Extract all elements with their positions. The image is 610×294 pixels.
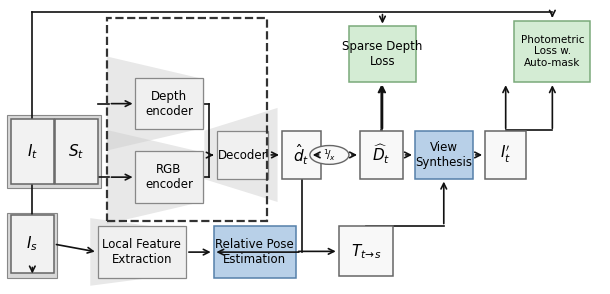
Text: $T_{t\!\to\!s}$: $T_{t\!\to\!s}$ xyxy=(351,242,381,261)
Bar xyxy=(217,131,268,179)
Bar xyxy=(135,151,203,203)
Polygon shape xyxy=(204,108,278,202)
Text: Local Feature
Extraction: Local Feature Extraction xyxy=(102,238,181,266)
Bar xyxy=(7,213,57,278)
Text: $^{1}\!/_{x}$: $^{1}\!/_{x}$ xyxy=(323,147,336,163)
Polygon shape xyxy=(90,218,186,286)
Text: Depth
encoder: Depth encoder xyxy=(145,90,193,118)
Bar xyxy=(360,131,403,179)
Text: Sparse Depth
Loss: Sparse Depth Loss xyxy=(342,40,423,69)
Text: Photometric
Loss w.
Auto-mask: Photometric Loss w. Auto-mask xyxy=(520,35,584,68)
Bar xyxy=(98,226,186,278)
Bar xyxy=(11,215,54,273)
Text: $\hat{d}_t$: $\hat{d}_t$ xyxy=(293,143,310,167)
Bar xyxy=(485,131,526,179)
Text: $S_t$: $S_t$ xyxy=(68,142,84,161)
Bar xyxy=(514,21,590,82)
Text: $I_t$: $I_t$ xyxy=(27,142,38,161)
Bar xyxy=(339,226,393,276)
Text: $I_t^{\prime}$: $I_t^{\prime}$ xyxy=(500,144,511,166)
Bar xyxy=(11,119,54,184)
Bar xyxy=(135,78,203,129)
Text: Decoder: Decoder xyxy=(218,148,267,162)
Text: $I_s$: $I_s$ xyxy=(26,235,38,253)
Bar xyxy=(349,26,416,82)
Polygon shape xyxy=(107,56,204,151)
Bar xyxy=(415,131,473,179)
Polygon shape xyxy=(107,130,204,224)
Circle shape xyxy=(310,146,349,164)
Text: Relative Pose
Estimation: Relative Pose Estimation xyxy=(215,238,294,266)
Bar xyxy=(282,131,321,179)
Bar xyxy=(107,18,267,221)
Text: View
Synthesis: View Synthesis xyxy=(415,141,472,169)
Bar xyxy=(214,226,296,278)
Text: RGB
encoder: RGB encoder xyxy=(145,163,193,191)
Bar xyxy=(55,119,98,184)
Bar xyxy=(7,115,101,188)
Text: $\widehat{D}_t$: $\widehat{D}_t$ xyxy=(372,143,390,166)
